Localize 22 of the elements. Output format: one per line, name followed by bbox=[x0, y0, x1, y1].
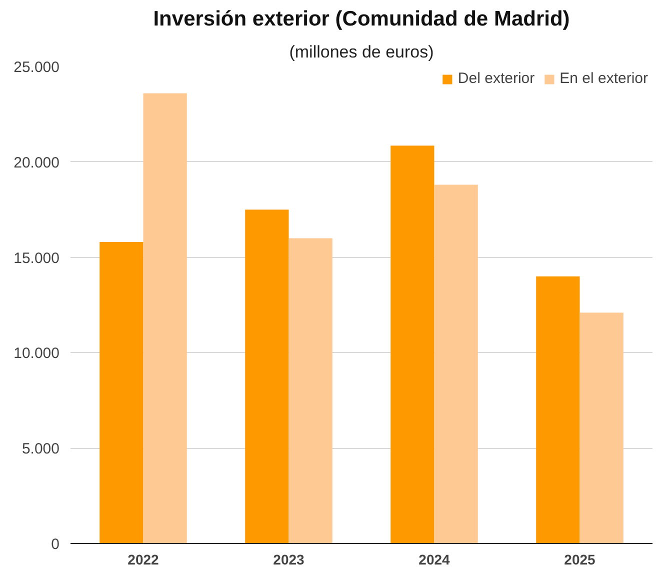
x-tick-label: 2025 bbox=[564, 552, 596, 567]
x-tick-label: 2023 bbox=[273, 552, 305, 567]
x-tick-label: 2024 bbox=[418, 552, 450, 567]
chart-subtitle: (millones de euros) bbox=[289, 42, 434, 62]
y-tick-label: 5.000 bbox=[22, 440, 60, 458]
x-tick-label: 2022 bbox=[128, 552, 160, 567]
y-tick-label: 0 bbox=[51, 536, 60, 553]
y-tick-label: 15.000 bbox=[14, 250, 60, 267]
bar bbox=[143, 93, 187, 544]
bar bbox=[580, 312, 624, 544]
y-tick-label: 20.000 bbox=[14, 154, 60, 172]
bar bbox=[390, 146, 434, 544]
bar bbox=[434, 184, 478, 544]
bar bbox=[288, 238, 332, 544]
y-tick-label: 10.000 bbox=[14, 345, 60, 362]
bar bbox=[100, 242, 144, 544]
legend-label: Del exterior bbox=[458, 70, 535, 87]
bar bbox=[245, 210, 289, 544]
legend-label: En el exterior bbox=[560, 70, 648, 87]
bar bbox=[536, 276, 580, 544]
y-tick-label: 25.000 bbox=[14, 59, 60, 76]
chart-title: Inversión exterior (Comunidad de Madrid) bbox=[153, 8, 570, 30]
